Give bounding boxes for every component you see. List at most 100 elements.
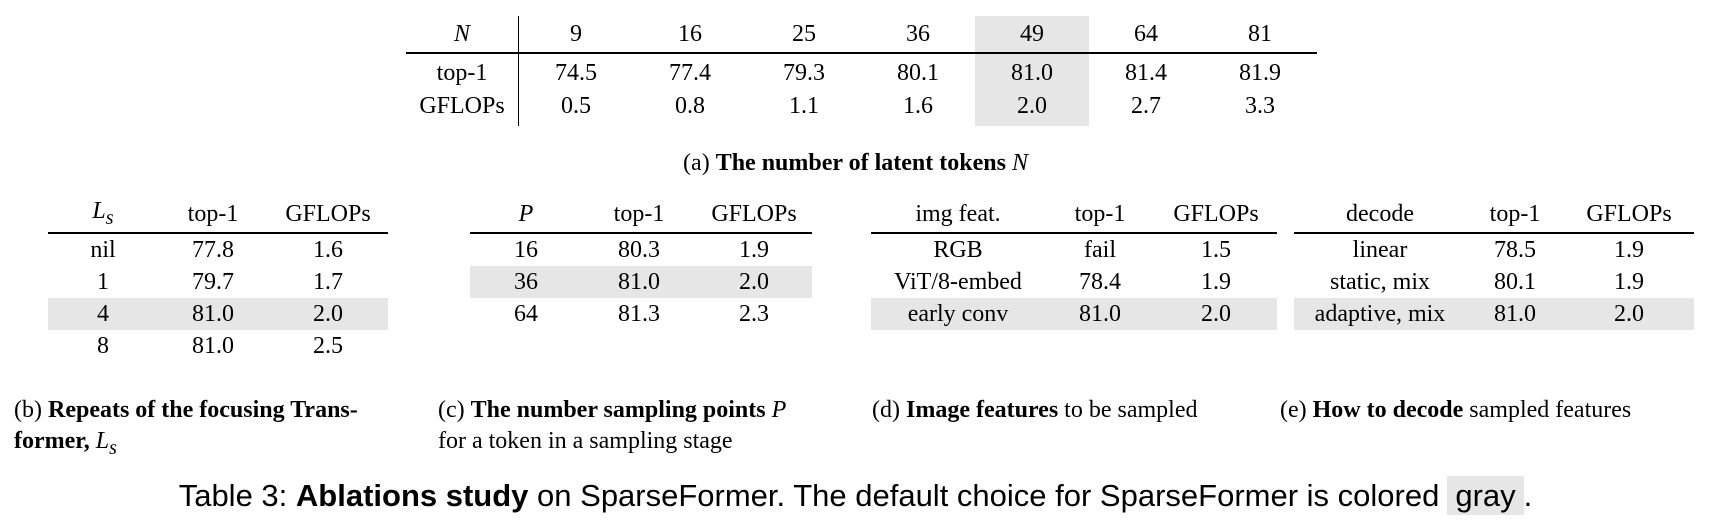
caption-var: L bbox=[95, 428, 110, 454]
table-row: 16 80.3 1.9 bbox=[470, 233, 812, 266]
header-decode: decode bbox=[1294, 196, 1466, 234]
cell: 81.0 bbox=[192, 332, 234, 359]
caption-bold: Repeats of the focusing Trans- bbox=[47, 397, 358, 423]
header-top1: top-1 bbox=[1045, 196, 1155, 234]
cell: 81.4 bbox=[1125, 59, 1167, 86]
col-25: 25 bbox=[747, 16, 861, 54]
cell: ViT/8-embed bbox=[894, 268, 1022, 295]
caption-rest: for a token in a sampling stage bbox=[438, 428, 733, 454]
cell: 8 bbox=[97, 332, 109, 359]
caption-e: (e) How to decode sampled features bbox=[1280, 395, 1700, 426]
header-ls: Ls bbox=[48, 196, 158, 234]
header-var: L bbox=[92, 198, 106, 225]
cell: 4 bbox=[97, 300, 109, 327]
cell: 80.1 bbox=[1494, 268, 1536, 295]
col-36: 36 bbox=[861, 16, 975, 54]
col-81: 81 bbox=[1203, 16, 1317, 54]
cell: 81.3 bbox=[618, 300, 660, 327]
table-row: nil 77.8 1.6 bbox=[48, 233, 388, 266]
decode-method-table: decode top-1 GFLOPs linear 78.5 1.9 stat… bbox=[1294, 196, 1694, 330]
cell: 0.5 bbox=[561, 92, 591, 119]
table-header-row: decode top-1 GFLOPs bbox=[1294, 196, 1694, 234]
cell: 1 bbox=[97, 268, 109, 295]
table-row: 1 79.7 1.7 bbox=[48, 266, 388, 298]
table-caption: Table 3: Ablations study on SparseFormer… bbox=[0, 476, 1711, 515]
cell: 0.8 bbox=[675, 92, 705, 119]
table-row: 8 81.0 2.5 bbox=[48, 330, 388, 362]
cell: 1.9 bbox=[1614, 268, 1644, 295]
col-64: 64 bbox=[1089, 16, 1203, 54]
cell: 80.1 bbox=[897, 59, 939, 86]
row-header-n: N bbox=[406, 16, 519, 54]
caption-end: . bbox=[1523, 478, 1533, 513]
cell: 1.6 bbox=[313, 236, 343, 263]
header-sub: s bbox=[105, 206, 114, 229]
caption-prefix: (a) bbox=[683, 150, 710, 176]
cell: fail bbox=[1084, 236, 1116, 263]
cell: 1.6 bbox=[903, 92, 933, 119]
cell: 80.3 bbox=[618, 236, 660, 263]
cell: 36 bbox=[514, 268, 538, 295]
caption-d: (d) Image features to be sampled bbox=[872, 395, 1272, 426]
header-top1: top-1 bbox=[1466, 196, 1564, 234]
image-features-table: img feat. top-1 GFLOPs RGB fail 1.5 ViT/… bbox=[871, 196, 1277, 330]
cell: 1.9 bbox=[1201, 268, 1231, 295]
caption-b: (b) Repeats of the focusing Trans- forme… bbox=[14, 395, 424, 464]
cell: 1.9 bbox=[1614, 236, 1644, 263]
col-16: 16 bbox=[633, 16, 747, 54]
cell: 2.0 bbox=[975, 90, 1089, 126]
header-gflops: GFLOPs bbox=[1564, 196, 1694, 234]
caption-bold: Ablations study bbox=[295, 478, 529, 513]
cell: 2.0 bbox=[1201, 300, 1231, 327]
cell: 81.0 bbox=[1494, 300, 1536, 327]
table-row-default: early conv 81.0 2.0 bbox=[871, 298, 1277, 330]
cell: 3.3 bbox=[1245, 92, 1275, 119]
table-row-default: adaptive, mix 81.0 2.0 bbox=[1294, 298, 1694, 330]
cell: 78.5 bbox=[1494, 236, 1536, 263]
table-header-row: img feat. top-1 GFLOPs bbox=[871, 196, 1277, 234]
latent-tokens-table: N 9 16 25 36 49 64 81 top-1 74.5 77.4 79… bbox=[406, 16, 1317, 126]
cell: early conv bbox=[907, 300, 1009, 327]
table-row: ViT/8-embed 78.4 1.9 bbox=[871, 266, 1277, 298]
cell: 16 bbox=[514, 236, 538, 263]
cell: static, mix bbox=[1330, 268, 1430, 295]
sampling-points-table: P top-1 GFLOPs 16 80.3 1.9 36 81.0 2.0 6… bbox=[470, 196, 812, 330]
cell: 2.0 bbox=[313, 300, 343, 327]
table-row: 64 81.3 2.3 bbox=[470, 298, 812, 330]
caption-c: (c) The number sampling points P for a t… bbox=[438, 395, 858, 457]
header-top1: top-1 bbox=[582, 196, 696, 234]
cell: 2.0 bbox=[1614, 300, 1644, 327]
cell: 64 bbox=[514, 300, 538, 327]
cell: 78.4 bbox=[1079, 268, 1121, 295]
header-p: P bbox=[470, 196, 582, 234]
table-header-row: Ls top-1 GFLOPs bbox=[48, 196, 388, 234]
header-gflops: GFLOPs bbox=[1155, 196, 1277, 234]
cell: 1.5 bbox=[1201, 236, 1231, 263]
cell: 2.3 bbox=[739, 300, 769, 327]
cell: 79.3 bbox=[783, 59, 825, 86]
cell: 81.9 bbox=[1239, 59, 1281, 86]
header-top1: top-1 bbox=[158, 196, 268, 234]
caption-label: Table 3: bbox=[178, 478, 288, 513]
col-49: 49 bbox=[975, 16, 1089, 54]
caption-bold: Image features bbox=[905, 397, 1059, 423]
caption-var-sub: s bbox=[109, 436, 117, 459]
table-row-gflops: GFLOPs 0.5 0.8 1.1 1.6 2.0 2.7 3.3 bbox=[406, 90, 1317, 126]
caption-text: on SparseFormer. The default choice for … bbox=[537, 478, 1440, 513]
caption-rest: to be sampled bbox=[1064, 397, 1198, 423]
cell: 77.8 bbox=[192, 236, 234, 263]
caption-prefix: (d) bbox=[872, 397, 900, 423]
cell: 79.7 bbox=[192, 268, 234, 295]
caption-var: N bbox=[1011, 150, 1028, 176]
cell: linear bbox=[1352, 236, 1408, 263]
caption-prefix: (e) bbox=[1280, 397, 1307, 423]
table-row-default: 36 81.0 2.0 bbox=[470, 266, 812, 298]
cell: RGB bbox=[933, 236, 983, 263]
cell: 81.0 bbox=[618, 268, 660, 295]
header-gflops: GFLOPs bbox=[268, 196, 388, 234]
table-row: RGB fail 1.5 bbox=[871, 233, 1277, 266]
cell: nil bbox=[90, 236, 116, 263]
table-row: linear 78.5 1.9 bbox=[1294, 233, 1694, 266]
header-gflops: GFLOPs bbox=[696, 196, 812, 234]
col-9: 9 bbox=[518, 16, 633, 54]
